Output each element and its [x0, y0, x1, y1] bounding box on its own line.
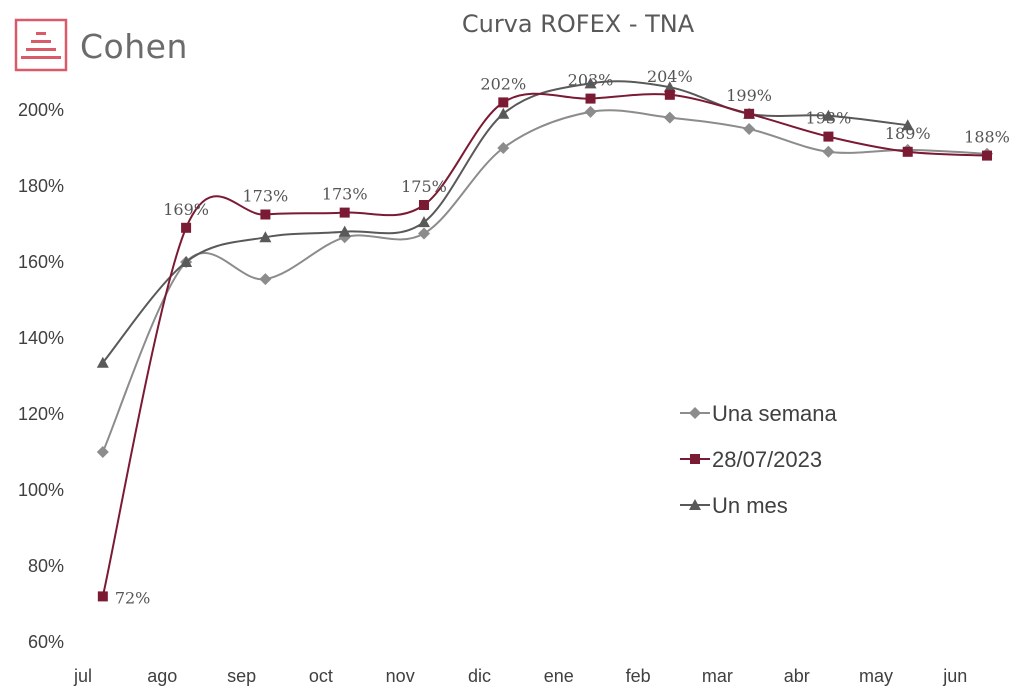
- legend-label: Una semana: [712, 401, 838, 426]
- brand-trademark: ™: [177, 40, 184, 47]
- data-point: [259, 273, 272, 286]
- data-label: 193%: [806, 109, 852, 128]
- data-point: [96, 446, 109, 458]
- x-axis: jul ago sep oct nov dic ene feb mar abr may jun: [73, 666, 967, 686]
- data-point: [743, 123, 756, 135]
- data-point: [901, 119, 914, 131]
- legend-label: 28/07/2023: [712, 447, 822, 472]
- data-label: 175%: [401, 177, 447, 196]
- data-point: [822, 145, 835, 158]
- data-point: [180, 256, 193, 267]
- data-point: [339, 207, 350, 218]
- cohen-stacked-lines-icon: [14, 18, 68, 72]
- data-label: 203%: [568, 71, 614, 90]
- data-point: [418, 200, 429, 210]
- data-point: [744, 108, 755, 119]
- data-point: [823, 131, 834, 142]
- y-tick-label: 140%: [18, 328, 64, 348]
- series-line: [102, 80, 908, 364]
- data-point: [96, 356, 109, 368]
- data-point: [982, 150, 993, 161]
- data-point: [497, 107, 510, 119]
- x-tick-label: nov: [386, 666, 415, 686]
- data-label: 173%: [243, 187, 289, 206]
- data-point: [97, 591, 108, 602]
- data-label: 169%: [163, 200, 209, 219]
- y-tick-label: 100%: [18, 480, 64, 500]
- x-tick-label: may: [859, 666, 893, 686]
- data-point: [417, 216, 430, 228]
- data-point: [417, 227, 430, 240]
- series-line: [101, 109, 988, 453]
- data-point: [260, 209, 271, 220]
- y-tick-label: 60%: [28, 632, 64, 652]
- data-label: 204%: [647, 67, 693, 86]
- brand-name: Cohen: [80, 27, 188, 66]
- y-tick-label: 120%: [18, 404, 64, 424]
- legend: Una semana 28/07/2023 Un mes: [680, 401, 838, 518]
- data-point: [584, 105, 597, 118]
- legend-marker: [689, 499, 701, 510]
- x-tick-label: jul: [73, 666, 92, 686]
- data-point: [902, 146, 913, 157]
- x-tick-label: ago: [147, 666, 177, 686]
- data-point: [584, 77, 597, 89]
- data-label: 188%: [964, 128, 1010, 147]
- y-tick-label: 160%: [18, 252, 64, 272]
- cohen-logo: [14, 18, 194, 74]
- x-tick-label: mar: [702, 666, 733, 686]
- x-tick-label: feb: [626, 666, 651, 686]
- data-point: [497, 142, 510, 154]
- data-label: 202%: [480, 74, 526, 93]
- data-point: [259, 231, 272, 243]
- y-axis: 60% 80% 100% 120% 140% 160% 180% 200%: [18, 100, 64, 652]
- legend-item: 28/07/2023: [680, 447, 822, 472]
- legend-marker: [689, 407, 701, 419]
- chart-title: Curva ROFEX - TNA: [462, 10, 695, 38]
- x-tick-label: dic: [468, 666, 491, 686]
- x-tick-label: jun: [942, 666, 967, 686]
- data-point: [585, 93, 596, 104]
- y-tick-label: 200%: [18, 100, 64, 120]
- data-point: [663, 111, 676, 124]
- legend-item: Un mes: [680, 493, 788, 518]
- y-tick-label: 80%: [28, 556, 64, 576]
- data-label: 189%: [885, 124, 931, 143]
- legend-marker: [690, 454, 700, 464]
- series-line: [101, 92, 988, 597]
- series-0: [96, 105, 994, 458]
- legend-label: Un mes: [712, 493, 788, 518]
- data-point: [338, 225, 351, 237]
- data-label: 72%: [115, 588, 151, 607]
- x-tick-label: abr: [784, 666, 810, 686]
- x-tick-label: sep: [227, 666, 256, 686]
- series-layer: [96, 77, 994, 602]
- y-tick-label: 180%: [18, 176, 64, 196]
- x-tick-label: oct: [309, 666, 333, 686]
- x-tick-label: ene: [544, 666, 574, 686]
- data-point: [664, 89, 675, 100]
- data-point: [498, 97, 509, 108]
- data-point: [181, 222, 192, 233]
- data-label: 199%: [726, 86, 772, 105]
- legend-item: Una semana: [680, 401, 838, 426]
- series-2: [96, 77, 914, 368]
- data-point: [663, 81, 676, 93]
- series-1: [97, 89, 993, 602]
- data-label: 173%: [322, 185, 368, 204]
- data-labels: 72% 169% 173% 173% 175% 202% 203% 204% 199% 193% 1…: [115, 67, 1010, 608]
- data-point: [822, 109, 835, 121]
